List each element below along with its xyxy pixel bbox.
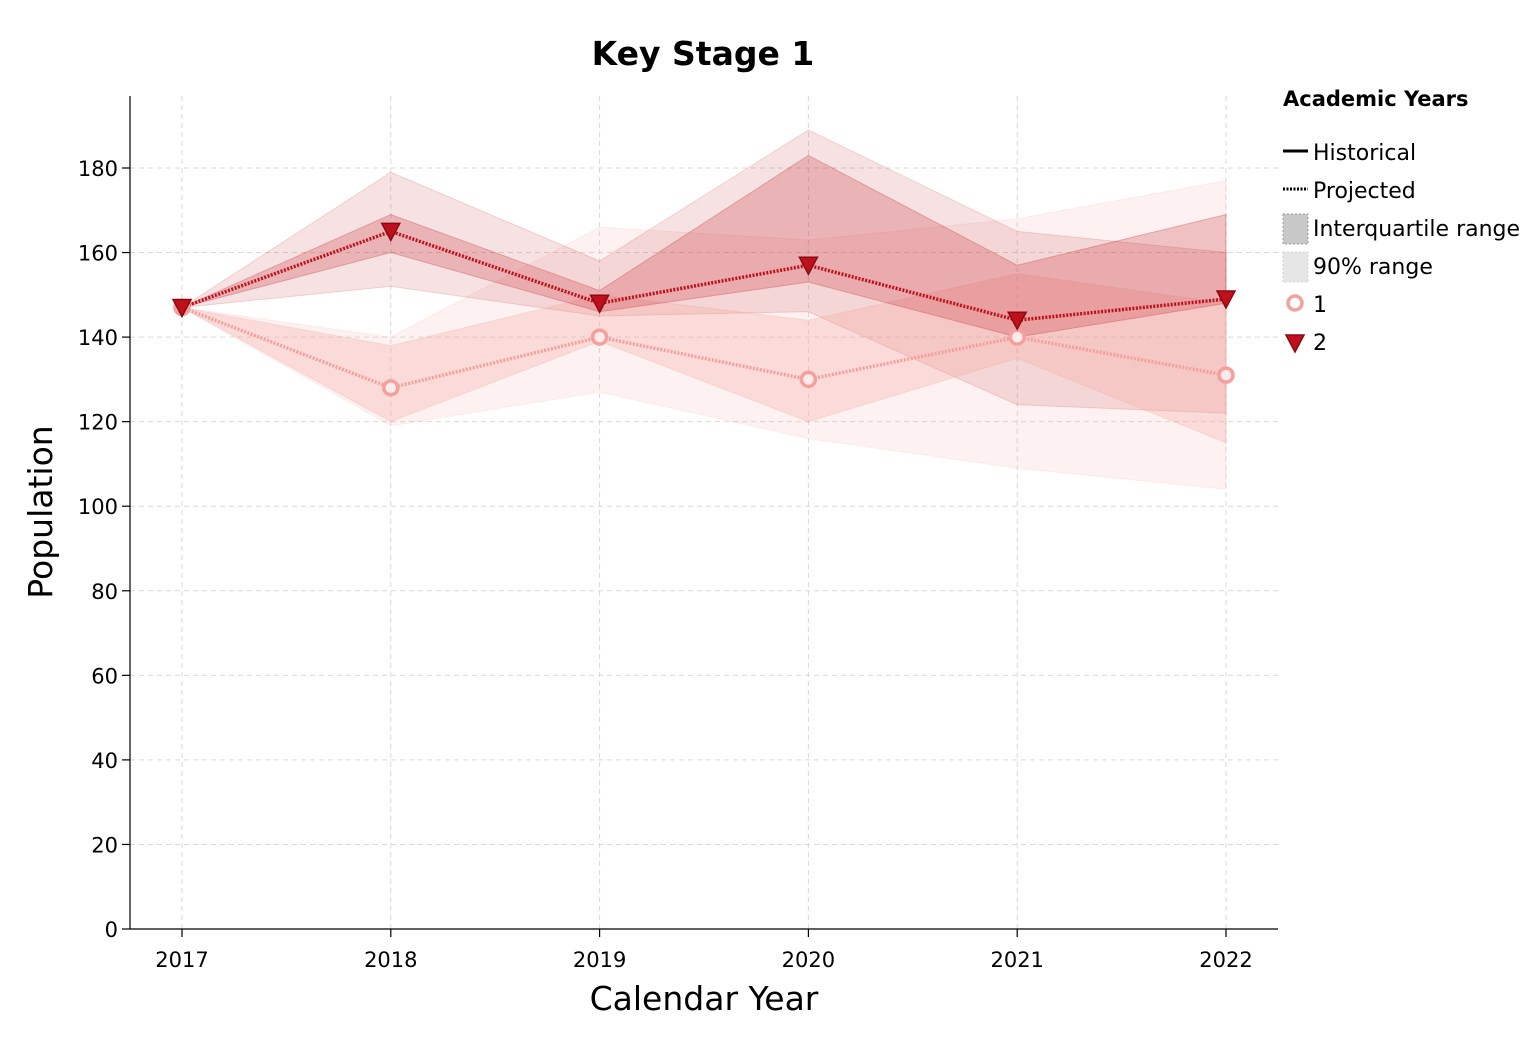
x-tick-label: 2019 xyxy=(573,948,626,972)
legend: Academic Years Historical Projected Inte… xyxy=(1282,87,1520,356)
chart-title: Key Stage 1 xyxy=(592,34,815,73)
series-1-90-band xyxy=(181,180,1227,490)
legend-projected-label: Projected xyxy=(1313,179,1416,204)
legend-historical-label: Historical xyxy=(1313,141,1416,166)
legend-p90-label: 90% range xyxy=(1313,255,1433,280)
gridlines xyxy=(130,96,1278,929)
series-1-line xyxy=(181,305,1227,390)
series-2-marker xyxy=(171,298,193,319)
series-1-marker xyxy=(1008,328,1026,346)
legend-iqr-swatch xyxy=(1282,213,1309,245)
series-2-marker xyxy=(798,256,819,276)
y-ticks: 0 20 40 60 80 100 120 140 160 180 xyxy=(78,157,130,942)
x-tick-label: 2020 xyxy=(782,948,835,972)
x-ticks: 2017 2018 2019 2020 2021 2022 xyxy=(155,929,1253,972)
series-2-marker xyxy=(380,222,402,243)
series-lines xyxy=(181,229,1227,390)
y-tick-label: 80 xyxy=(91,580,118,604)
x-tick-label: 2018 xyxy=(364,948,417,972)
y-tick-label: 40 xyxy=(91,749,118,773)
x-tick-label: 2021 xyxy=(990,948,1043,972)
series-1-marker xyxy=(1217,366,1235,384)
y-tick-label: 0 xyxy=(105,918,118,942)
legend-series-2-label: 2 xyxy=(1313,331,1327,356)
legend-series-1-marker xyxy=(1286,294,1304,312)
legend-series-1-label: 1 xyxy=(1313,293,1327,318)
series-2-marker xyxy=(1006,311,1028,331)
series-1-marker xyxy=(799,370,818,389)
series-markers xyxy=(171,222,1237,397)
legend-title: Academic Years xyxy=(1283,87,1469,111)
y-tick-label: 140 xyxy=(78,326,118,350)
series-1-marker xyxy=(590,328,609,346)
x-tick-label: 2022 xyxy=(1199,948,1252,972)
legend-p90-swatch xyxy=(1282,251,1309,283)
y-tick-label: 100 xyxy=(78,495,118,519)
series-2-iqr-band xyxy=(181,154,1227,338)
legend-iqr-label: Interquartile range xyxy=(1313,217,1520,242)
y-tick-label: 180 xyxy=(78,157,118,181)
y-tick-label: 60 xyxy=(91,664,118,688)
series-2-marker xyxy=(589,294,610,314)
legend-series-2-marker xyxy=(1284,334,1306,354)
series-2-90-band xyxy=(181,129,1227,414)
series-2-marker xyxy=(1215,290,1237,310)
bands-90 xyxy=(181,129,1227,490)
y-tick-label: 120 xyxy=(78,411,118,435)
y-tick-label: 20 xyxy=(91,833,118,857)
series-1-marker xyxy=(382,379,400,397)
y-tick-label: 160 xyxy=(78,242,118,266)
y-axis-label: Population xyxy=(21,425,60,598)
x-axis-label: Calendar Year xyxy=(590,979,819,1018)
x-tick-label: 2017 xyxy=(155,948,208,972)
